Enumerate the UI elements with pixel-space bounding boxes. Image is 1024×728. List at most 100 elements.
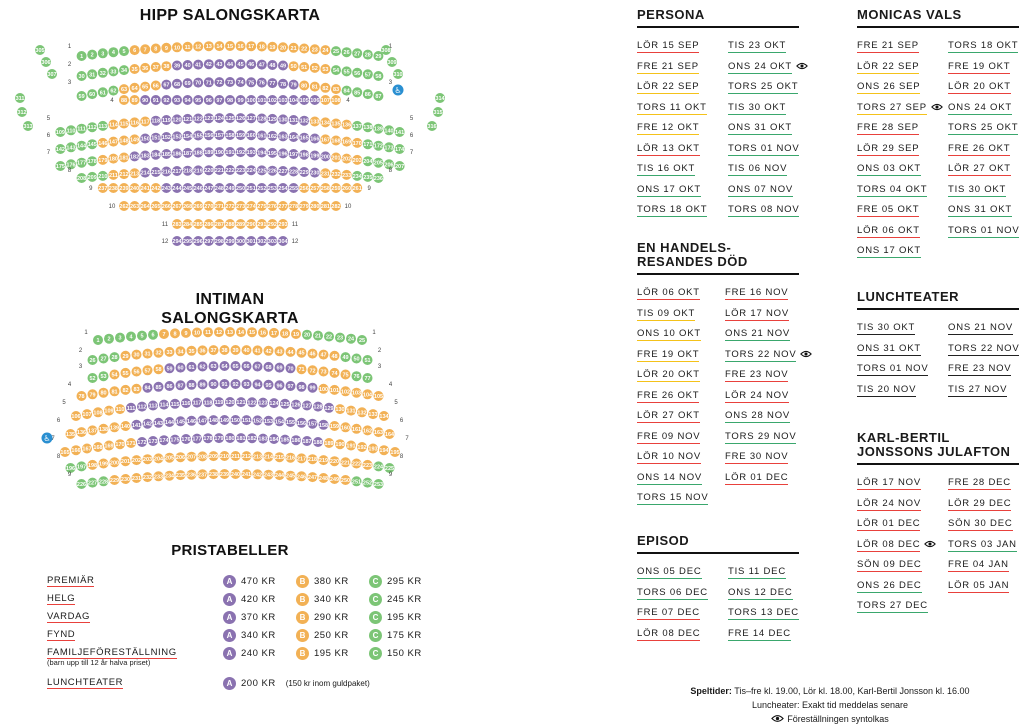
performance-date[interactable]: LÖR 05 JAN: [948, 579, 1010, 593]
performance-date[interactable]: FRE 26 OKT: [948, 142, 1011, 156]
performance-date[interactable]: ONS 17 OKT: [637, 183, 701, 197]
performance-date[interactable]: ONS 03 OKT: [857, 163, 921, 176]
seat: 79: [288, 79, 299, 90]
performance-date[interactable]: ONS 31 OKT: [728, 122, 792, 135]
performance-date[interactable]: FRE 12 OKT: [637, 122, 700, 135]
performance-date[interactable]: ONS 26 DEC: [857, 579, 922, 593]
performance-date[interactable]: FRE 21 SEP: [637, 60, 699, 74]
svg-text:154: 154: [275, 419, 285, 425]
performance-date[interactable]: LÖR 29 SEP: [857, 142, 920, 156]
performance-date[interactable]: TIS 30 OKT: [948, 183, 1007, 197]
performance-date[interactable]: TORS 22 NOV: [948, 342, 1020, 356]
performance-date[interactable]: TIS 30 OKT: [857, 322, 916, 335]
performance-date[interactable]: ONS 31 OKT: [948, 204, 1012, 217]
performance-date[interactable]: TORS 25 OKT: [948, 122, 1019, 135]
performance-date[interactable]: TORS 15 NOV: [637, 492, 709, 505]
performance-date[interactable]: TIS 20 NOV: [857, 383, 917, 397]
price-class-badge: B: [296, 574, 309, 588]
seat: 97: [214, 95, 225, 105]
performance-date[interactable]: TIS 16 OKT: [637, 163, 696, 176]
performance-date[interactable]: FRE 09 NOV: [637, 430, 701, 444]
performance-date[interactable]: TORS 01 NOV: [728, 142, 800, 156]
performance-date[interactable]: LÖR 29 DEC: [948, 497, 1012, 511]
performance-date[interactable]: TIS 09 OKT: [637, 307, 696, 321]
performance-date[interactable]: FRE 04 JAN: [948, 559, 1009, 572]
performance-date[interactable]: TORS 27 DEC: [857, 600, 928, 613]
performance-date[interactable]: FRE 30 NOV: [725, 451, 789, 464]
performance-date[interactable]: FRE 28 SEP: [857, 122, 919, 135]
performance-date[interactable]: TORS 11 OKT: [637, 101, 707, 115]
performance-date[interactable]: LÖR 06 OKT: [857, 224, 920, 238]
performance-date[interactable]: ONS 31 OKT: [857, 342, 921, 356]
performance-date[interactable]: FRE 19 OKT: [948, 60, 1011, 74]
performance-date[interactable]: ONS 26 SEP: [857, 81, 921, 94]
performance-date[interactable]: FRE 19 OKT: [637, 348, 700, 362]
performance-date[interactable]: FRE 16 NOV: [725, 287, 789, 300]
performance-date[interactable]: TIS 23 OKT: [728, 40, 787, 53]
performance-date[interactable]: TORS 18 OKT: [948, 40, 1019, 53]
performance-date[interactable]: TIS 06 NOV: [728, 163, 788, 176]
performance-date[interactable]: ONS 21 NOV: [948, 322, 1014, 335]
performance-date[interactable]: LÖR 06 OKT: [637, 287, 700, 300]
performance-date[interactable]: TORS 13 DEC: [728, 607, 799, 620]
seat: 214: [140, 167, 151, 178]
performance-date[interactable]: TORS 01 NOV: [948, 224, 1020, 238]
performance-date[interactable]: TORS 03 JAN: [948, 538, 1017, 552]
performance-date[interactable]: TORS 18 OKT: [637, 204, 708, 217]
performance-date[interactable]: TORS 29 NOV: [725, 430, 797, 444]
performance-date[interactable]: LÖR 17 NOV: [725, 307, 789, 321]
performance-date[interactable]: TORS 01 NOV: [857, 363, 929, 376]
performance-date[interactable]: ONS 07 NOV: [728, 183, 794, 197]
performance-date[interactable]: SÖN 09 DEC: [857, 559, 922, 572]
performance-date[interactable]: ONS 10 OKT: [637, 328, 701, 341]
svg-text:185: 185: [280, 438, 289, 444]
performance-date[interactable]: FRE 23 NOV: [948, 363, 1012, 376]
eye-icon: [796, 62, 808, 69]
performance-date[interactable]: FRE 14 DEC: [728, 627, 791, 641]
performance-date[interactable]: LÖR 17 NOV: [857, 477, 921, 490]
seat: 9: [161, 42, 172, 53]
performance-date[interactable]: ONS 12 DEC: [728, 586, 793, 600]
performance-date[interactable]: FRE 05 OKT: [857, 204, 920, 217]
performance-date[interactable]: ONS 24 OKT: [728, 60, 808, 74]
performance-date[interactable]: LÖR 27 OKT: [948, 163, 1011, 176]
performance-date[interactable]: TORS 06 DEC: [637, 586, 708, 600]
performance-date[interactable]: LÖR 08 DEC: [637, 627, 701, 641]
performance-date[interactable]: TORS 27 SEP: [857, 101, 943, 115]
seat: 31: [87, 69, 98, 80]
performance-date[interactable]: TORS 04 OKT: [857, 183, 928, 197]
performance-date[interactable]: LÖR 27 OKT: [637, 410, 700, 423]
performance-date[interactable]: ONS 17 OKT: [857, 245, 921, 258]
performance-date[interactable]: FRE 21 SEP: [857, 40, 919, 53]
performance-date[interactable]: LÖR 20 OKT: [948, 81, 1011, 94]
performance-date[interactable]: TIS 11 DEC: [728, 566, 786, 579]
performance-date[interactable]: ONS 28 NOV: [725, 410, 791, 423]
performance-date[interactable]: LÖR 13 OKT: [637, 142, 700, 156]
performance-date[interactable]: LÖR 22 SEP: [857, 60, 920, 74]
performance-date[interactable]: ONS 21 NOV: [725, 328, 791, 341]
svg-text:103: 103: [278, 98, 287, 104]
performance-date[interactable]: ONS 14 NOV: [637, 471, 703, 485]
performance-date[interactable]: LÖR 08 DEC: [857, 538, 937, 552]
performance-date[interactable]: LÖR 22 SEP: [637, 81, 700, 94]
performance-date[interactable]: LÖR 15 SEP: [637, 40, 700, 53]
performance-date[interactable]: LÖR 20 OKT: [637, 369, 700, 382]
performance-date[interactable]: LÖR 01 DEC: [725, 471, 789, 485]
performance-date[interactable]: SÖN 30 DEC: [948, 518, 1013, 531]
performance-date[interactable]: ONS 05 DEC: [637, 566, 702, 579]
performance-date[interactable]: FRE 07 DEC: [637, 607, 700, 620]
performance-date[interactable]: TORS 25 OKT: [728, 81, 799, 94]
performance-date[interactable]: TORS 08 NOV: [728, 204, 800, 217]
performance-date[interactable]: FRE 23 NOV: [725, 369, 789, 382]
performance-date[interactable]: TORS 22 NOV: [725, 348, 813, 362]
performance-date[interactable]: LÖR 01 DEC: [857, 518, 921, 531]
performance-date[interactable]: LÖR 24 NOV: [725, 389, 789, 403]
performance-date[interactable]: FRE 28 DEC: [948, 477, 1011, 490]
performance-date[interactable]: ONS 24 OKT: [948, 101, 1012, 115]
performance-date[interactable]: TIS 27 NOV: [948, 383, 1008, 397]
performance-date[interactable]: TIS 30 OKT: [728, 101, 787, 115]
performance-date[interactable]: FRE 26 OKT: [637, 389, 700, 403]
performance-date[interactable]: LÖR 10 NOV: [637, 451, 701, 464]
performance-date[interactable]: LÖR 24 NOV: [857, 497, 921, 511]
price-class-badge: C: [369, 592, 382, 606]
